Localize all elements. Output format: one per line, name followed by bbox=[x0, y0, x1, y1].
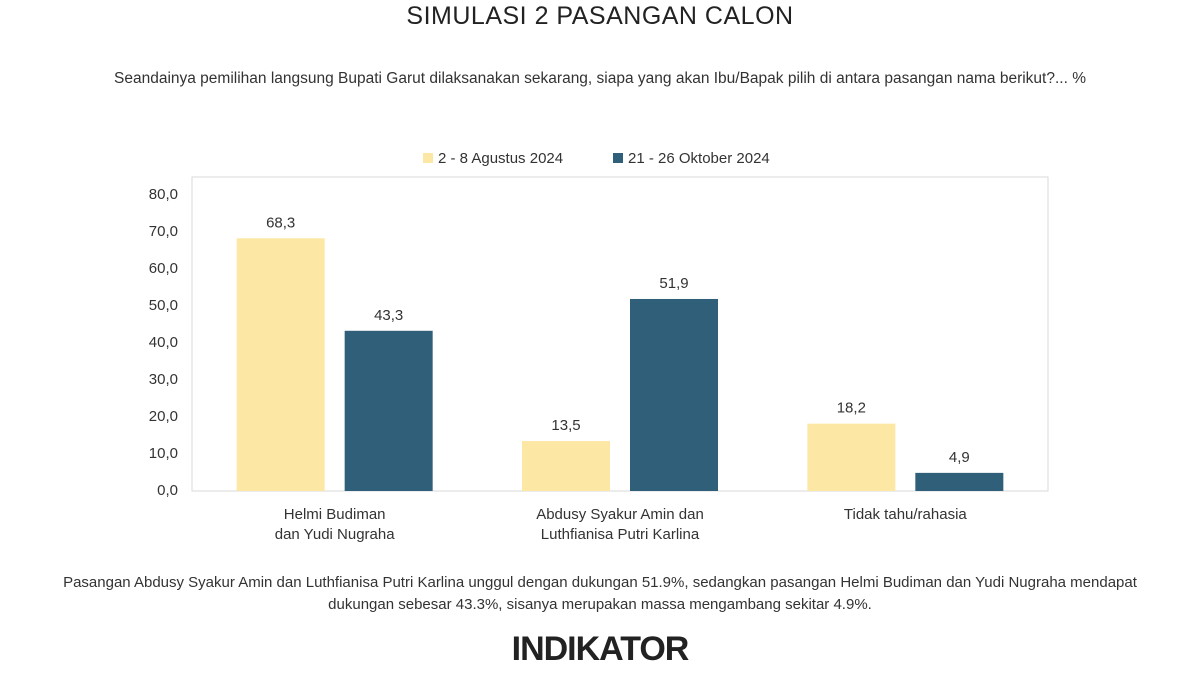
legend-swatch bbox=[613, 153, 623, 163]
value-label: 68,3 bbox=[266, 214, 295, 231]
x-tick-label: Helmi Budiman dan Yudi Nugraha bbox=[275, 506, 395, 543]
value-label: 18,2 bbox=[837, 400, 866, 417]
chart: 0,0 10,0 20,0 30,0 40,0 50,0 60,0 70,0 80,0 2 - 8… bbox=[149, 150, 1049, 543]
bar bbox=[915, 472, 1004, 491]
y-tick-label: 70,0 bbox=[149, 223, 178, 240]
y-tick-label: 30,0 bbox=[149, 371, 178, 388]
x-tick-label: Tidak tahu/rahasia bbox=[844, 506, 968, 523]
value-label: 43,3 bbox=[374, 307, 403, 324]
bar bbox=[344, 330, 433, 491]
bar bbox=[236, 238, 325, 491]
x-tick-label: Abdusy Syakur Amin dan Luthfianisa Putri … bbox=[536, 506, 704, 543]
y-tick-label: 60,0 bbox=[149, 260, 178, 277]
subtitle: Seandainya pemilihan langsung Bupati Gar… bbox=[114, 70, 1086, 87]
legend-label: 21 - 26 Oktober 2024 bbox=[628, 150, 770, 167]
note: Pasangan Abdusy Syakur Amin dan Luthfian… bbox=[63, 574, 1137, 613]
legend-label: 2 - 8 Agustus 2024 bbox=[438, 150, 563, 167]
logo: INDIKATOR bbox=[511, 630, 690, 668]
title: SIMULASI 2 PASANGAN CALON bbox=[406, 2, 794, 30]
bar bbox=[630, 298, 718, 491]
y-tick-label: 0,0 bbox=[157, 482, 178, 499]
bar bbox=[807, 423, 896, 491]
y-tick-label: 10,0 bbox=[149, 445, 178, 462]
y-tick-label: 20,0 bbox=[149, 408, 178, 425]
value-label: 4,9 bbox=[949, 449, 970, 466]
bar bbox=[522, 441, 610, 491]
y-tick-label: 80,0 bbox=[149, 186, 178, 203]
value-label: 13,5 bbox=[551, 417, 580, 434]
y-tick-label: 40,0 bbox=[149, 334, 178, 351]
y-tick-label: 50,0 bbox=[149, 297, 178, 314]
legend-swatch bbox=[423, 153, 433, 163]
value-label: 51,9 bbox=[659, 275, 688, 292]
